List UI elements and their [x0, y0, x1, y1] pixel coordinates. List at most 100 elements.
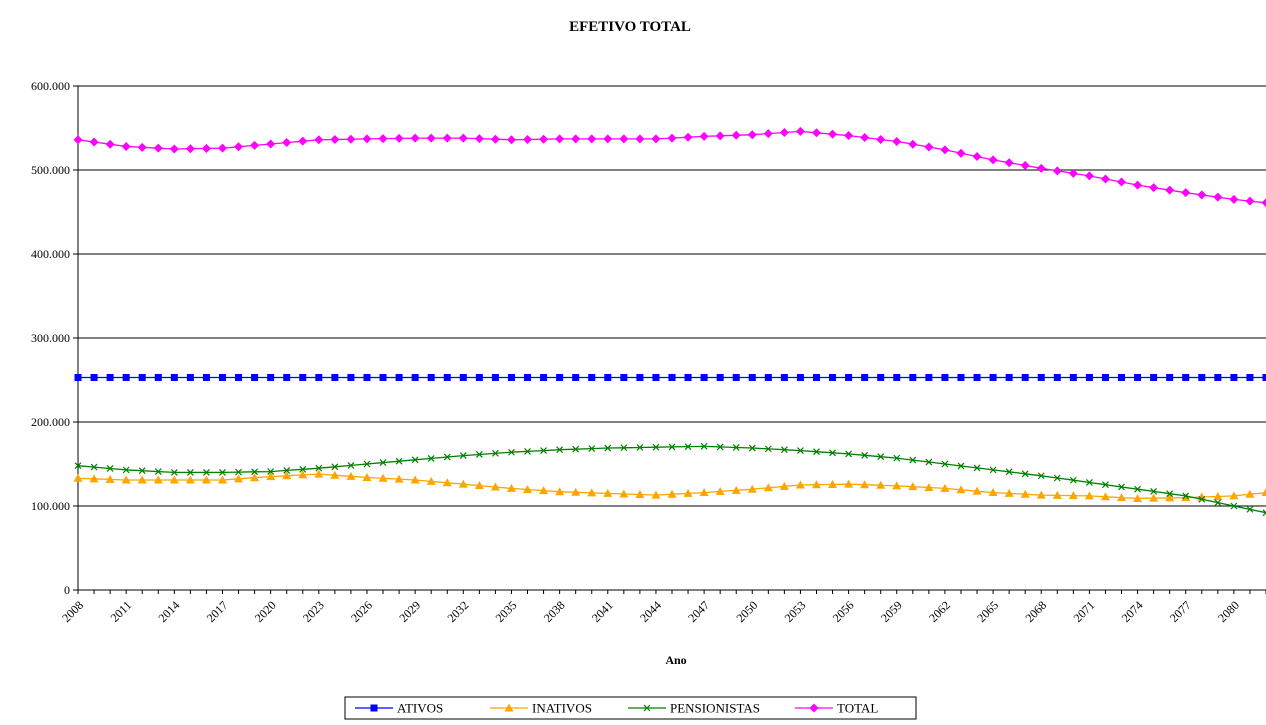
- data-point-ativos: [492, 374, 499, 381]
- data-point-ativos: [1246, 374, 1253, 381]
- x-tick-label: 2044: [637, 598, 664, 625]
- x-tick-label: 2023: [300, 598, 327, 625]
- data-point-total: [1085, 171, 1094, 180]
- data-point-ativos: [91, 374, 98, 381]
- data-point-total: [1245, 197, 1254, 206]
- data-point-total: [1101, 174, 1110, 183]
- data-point-ativos: [251, 374, 258, 381]
- x-tick-label: 2047: [685, 598, 712, 625]
- data-point-total: [700, 132, 709, 141]
- legend-label: INATIVOS: [532, 701, 592, 716]
- data-point-total: [539, 135, 548, 144]
- data-point-total: [266, 139, 275, 148]
- data-point-total: [940, 145, 949, 154]
- data-point-ativos: [1118, 374, 1125, 381]
- data-point-total: [459, 134, 468, 143]
- data-point-total: [796, 127, 805, 136]
- data-point-ativos: [508, 374, 515, 381]
- data-point-total: [443, 134, 452, 143]
- data-point-total: [684, 133, 693, 142]
- data-point-ativos: [829, 374, 836, 381]
- data-point-total: [1053, 166, 1062, 175]
- y-tick-label: 500.000: [31, 163, 70, 177]
- data-point-ativos: [701, 374, 708, 381]
- data-point-total: [956, 149, 965, 158]
- data-point-ativos: [733, 374, 740, 381]
- x-tick-label: 2068: [1022, 598, 1049, 625]
- data-point-ativos: [155, 374, 162, 381]
- data-point-ativos: [1230, 374, 1237, 381]
- y-tick-label: 400.000: [31, 247, 70, 261]
- data-point-total: [298, 137, 307, 146]
- data-point-total: [587, 134, 596, 143]
- data-point-total: [250, 141, 259, 150]
- data-point-ativos: [941, 374, 948, 381]
- data-point-ativos: [1263, 374, 1266, 381]
- data-point-ativos: [669, 374, 676, 381]
- data-point-total: [973, 152, 982, 161]
- data-point-total: [154, 144, 163, 153]
- data-point-total: [491, 135, 500, 144]
- data-point-ativos: [187, 374, 194, 381]
- data-point-total: [507, 135, 516, 144]
- x-tick-label: 2029: [396, 598, 423, 625]
- data-point-ativos: [1086, 374, 1093, 381]
- data-point-ativos: [1134, 374, 1141, 381]
- data-point-ativos: [203, 374, 210, 381]
- data-point-total: [924, 143, 933, 152]
- data-point-total: [1262, 198, 1266, 207]
- data-point-total: [668, 134, 677, 143]
- data-point-ativos: [749, 374, 756, 381]
- data-point-ativos: [957, 374, 964, 381]
- data-point-ativos: [331, 374, 338, 381]
- data-point-ativos: [476, 374, 483, 381]
- data-point-ativos: [893, 374, 900, 381]
- data-point-ativos: [299, 374, 306, 381]
- data-point-ativos: [1214, 374, 1221, 381]
- data-point-total: [362, 134, 371, 143]
- data-point-ativos: [1006, 374, 1013, 381]
- data-point-total: [411, 134, 420, 143]
- data-point-ativos: [652, 374, 659, 381]
- y-tick-label: 600.000: [31, 79, 70, 93]
- data-point-ativos: [267, 374, 274, 381]
- x-tick-label: 2020: [252, 598, 279, 625]
- data-point-total: [282, 138, 291, 147]
- series-layer: [74, 127, 1266, 516]
- data-point-total: [106, 140, 115, 149]
- series-ativos: [75, 374, 1266, 381]
- data-point-total: [427, 134, 436, 143]
- data-point-total: [74, 135, 83, 144]
- data-point-total: [876, 135, 885, 144]
- data-point-ativos: [1038, 374, 1045, 381]
- data-point-ativos: [990, 374, 997, 381]
- x-tick-label: 2035: [493, 598, 520, 625]
- data-point-total: [571, 134, 580, 143]
- data-point-ativos: [1022, 374, 1029, 381]
- data-point-ativos: [315, 374, 322, 381]
- data-point-ativos: [925, 374, 932, 381]
- data-point-total: [844, 131, 853, 140]
- x-tick-label: 2038: [541, 598, 568, 625]
- data-point-total: [651, 134, 660, 143]
- data-point-total: [828, 130, 837, 139]
- data-point-ativos: [1166, 374, 1173, 381]
- data-point-total: [812, 128, 821, 137]
- data-point-ativos: [556, 374, 563, 381]
- y-axis-ticks: 0100.000200.000300.000400.000500.000600.…: [31, 79, 78, 597]
- data-point-ativos: [604, 374, 611, 381]
- data-point-ativos: [107, 374, 114, 381]
- data-point-ativos: [909, 374, 916, 381]
- data-point-total: [635, 134, 644, 143]
- legend-label: TOTAL: [837, 701, 878, 716]
- data-point-inativos: [1262, 488, 1266, 496]
- data-point-total: [170, 145, 179, 154]
- data-point-total: [1197, 190, 1206, 199]
- x-tick-label: 2077: [1167, 598, 1194, 625]
- data-point-total: [186, 144, 195, 153]
- data-point-total: [90, 138, 99, 147]
- data-point-total: [1181, 188, 1190, 197]
- x-tick-label: 2008: [59, 598, 86, 625]
- data-point-ativos: [219, 374, 226, 381]
- data-point-ativos: [1198, 374, 1205, 381]
